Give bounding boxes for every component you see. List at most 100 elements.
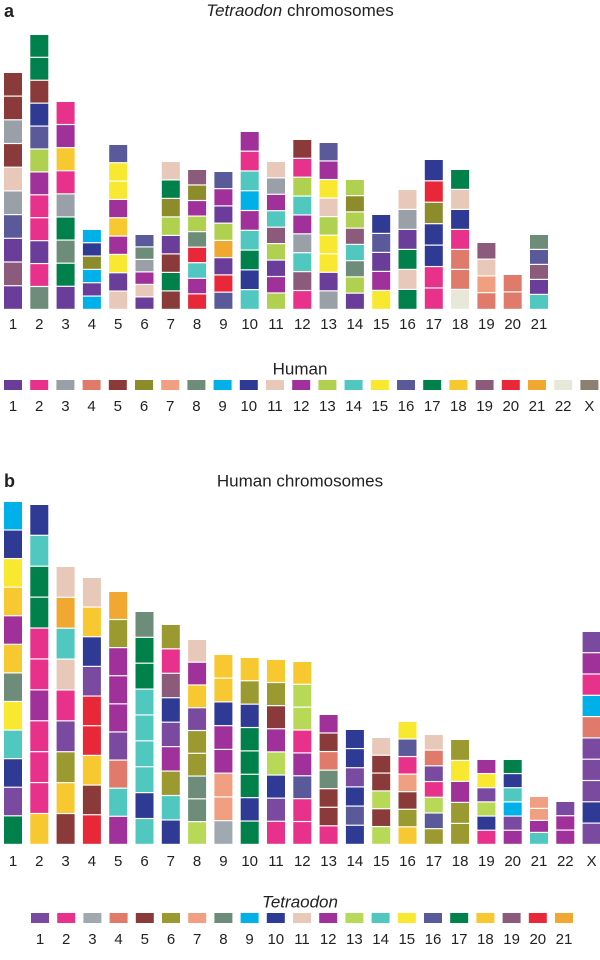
band [30,241,49,263]
legend-label: 3 [88,931,96,948]
band [56,752,75,783]
band [30,721,49,752]
band [109,200,128,218]
band [240,821,259,844]
band [319,807,338,826]
band [188,216,207,232]
band [161,820,180,844]
band [4,73,22,96]
band [56,194,75,217]
band [582,823,600,844]
chromosome-label: 19 [478,853,495,870]
band [30,287,49,309]
legend-label: 22 [555,398,572,415]
band [582,802,600,823]
band [240,658,259,681]
band [345,768,364,787]
band [161,625,180,649]
legend-label: 11 [294,931,310,948]
band [109,676,128,704]
band [398,250,417,269]
legend-label: X [584,398,594,415]
band [135,235,154,247]
band [267,775,285,798]
legend-swatch [108,380,127,390]
band [82,578,101,607]
band [82,785,101,815]
band [214,275,233,292]
band [398,827,417,844]
band [345,277,364,293]
band [582,674,600,695]
band [82,696,101,726]
legend-swatch [109,913,128,923]
chromosome-label: 19 [478,316,495,333]
band [293,662,312,684]
band [4,787,22,816]
band [372,253,391,271]
legend-label: 16 [425,931,442,948]
band [188,708,207,730]
chromosome-label: 18 [452,316,469,333]
band [267,729,285,752]
band [477,259,496,276]
band [161,698,180,722]
legend-label: 8 [219,931,227,948]
band [345,825,364,844]
band [582,759,600,780]
band [267,244,285,260]
legend-label: 17 [424,398,441,415]
band [188,640,207,662]
band [82,726,101,755]
band [424,735,443,750]
band [161,796,180,820]
band [161,217,180,235]
band [293,140,312,158]
band [109,291,128,309]
chromosome-label: 2 [35,316,43,333]
band [451,230,470,249]
title-text: chromosomes [287,1,394,20]
band [4,120,22,143]
legend-label: 7 [166,398,174,415]
legend-label: 1 [9,398,17,415]
band [161,162,180,180]
band [319,198,338,217]
band [161,236,180,254]
legend-swatch [528,380,546,390]
band [161,291,180,309]
chromosome-label: 10 [241,853,258,870]
band [82,243,101,256]
band [582,781,600,802]
legend-swatch [319,913,338,923]
band [372,215,391,233]
band [56,597,75,628]
band [319,770,338,789]
band [56,814,75,844]
legend-label: 18 [450,398,467,415]
chromosome-label: 21 [531,853,548,870]
band [240,290,259,309]
band [319,272,338,291]
band [214,702,233,726]
band [319,235,338,254]
band [424,288,443,309]
band [345,261,364,277]
legend-swatch [370,380,389,390]
band [424,782,443,797]
band [82,230,101,243]
band [56,125,75,148]
legend-swatch [371,913,390,923]
band [372,791,391,809]
band [188,185,207,200]
band [451,250,470,269]
chromosome-label: 12 [294,316,311,333]
band [582,695,600,716]
legend-label: 15 [371,398,388,415]
legend-label: 19 [503,931,520,948]
band [135,612,154,637]
band [188,294,207,309]
legend-swatch [501,380,520,390]
band [214,172,233,189]
band [267,211,285,227]
